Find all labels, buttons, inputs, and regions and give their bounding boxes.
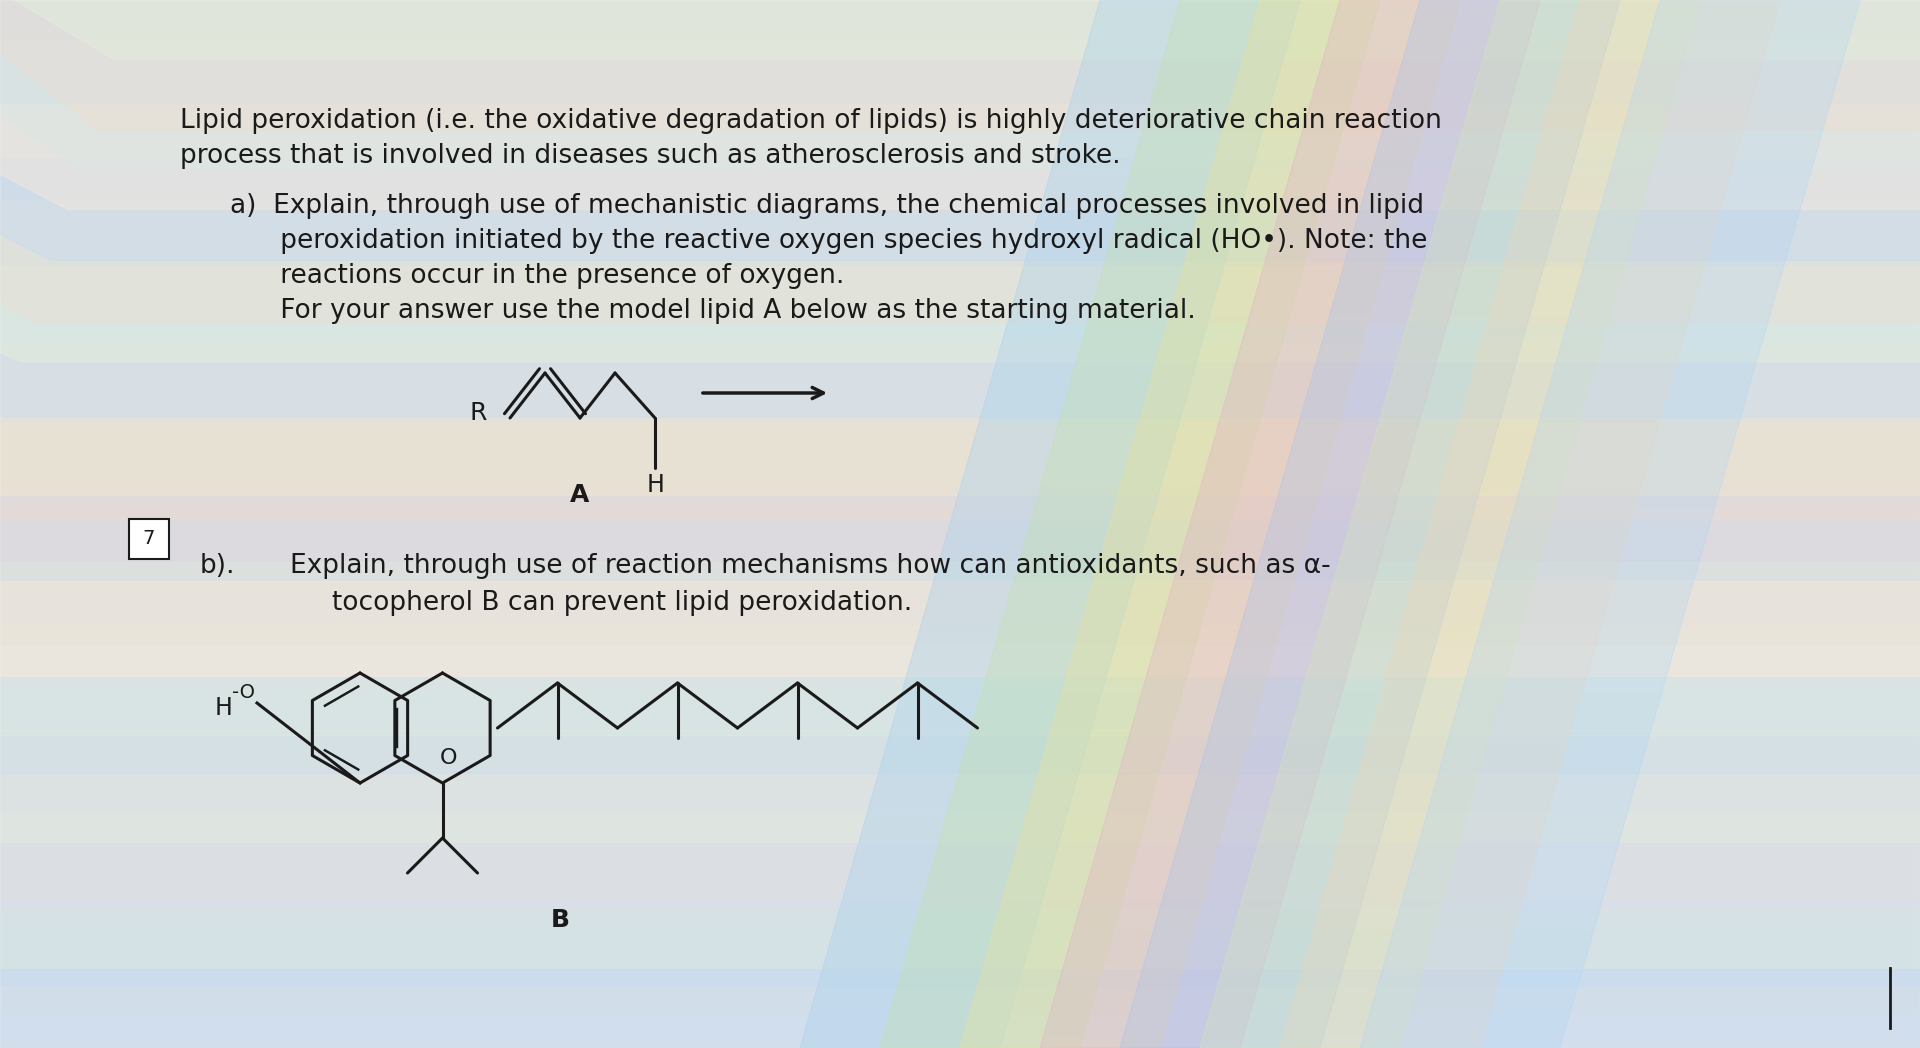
Text: a)  Explain, through use of mechanistic diagrams, the chemical processes involve: a) Explain, through use of mechanistic d… — [230, 193, 1425, 219]
Polygon shape — [801, 0, 1300, 1048]
Text: H: H — [647, 473, 664, 497]
Polygon shape — [960, 0, 1459, 1048]
Polygon shape — [0, 316, 1920, 417]
Polygon shape — [0, 1036, 1920, 1048]
Polygon shape — [1281, 0, 1780, 1048]
Text: peroxidation initiated by the reactive oxygen species hydroxyl radical (HO•). No: peroxidation initiated by the reactive o… — [230, 228, 1427, 254]
Text: For your answer use the model lipid A below as the starting material.: For your answer use the model lipid A be… — [230, 298, 1196, 324]
Text: R: R — [470, 401, 488, 425]
Polygon shape — [0, 508, 1920, 645]
Text: b).: b). — [200, 553, 236, 578]
Polygon shape — [0, 0, 1920, 60]
Text: 7: 7 — [142, 529, 156, 548]
Polygon shape — [0, 40, 1920, 170]
Polygon shape — [1119, 0, 1620, 1048]
Polygon shape — [1200, 0, 1699, 1048]
FancyBboxPatch shape — [129, 519, 169, 559]
Text: H: H — [215, 696, 232, 720]
Polygon shape — [0, 729, 1920, 843]
Polygon shape — [0, 813, 1920, 968]
Text: A: A — [570, 483, 589, 507]
Polygon shape — [0, 769, 1920, 908]
Text: Explain, through use of reaction mechanisms how can antioxidants, such as α-: Explain, through use of reaction mechani… — [290, 553, 1331, 578]
Polygon shape — [0, 201, 1920, 323]
Polygon shape — [0, 105, 1920, 210]
Text: B: B — [551, 908, 570, 932]
Text: -O: -O — [232, 683, 255, 702]
Polygon shape — [0, 267, 1920, 362]
Polygon shape — [0, 343, 1920, 496]
Polygon shape — [0, 582, 1920, 676]
Polygon shape — [0, 487, 1920, 561]
Text: reactions occur in the presence of oxygen.: reactions occur in the presence of oxyge… — [230, 263, 845, 289]
Polygon shape — [1041, 0, 1540, 1048]
Polygon shape — [879, 0, 1380, 1048]
Polygon shape — [0, 900, 1920, 986]
Polygon shape — [0, 1014, 1920, 1048]
Polygon shape — [0, 694, 1920, 773]
Polygon shape — [0, 627, 1920, 736]
Polygon shape — [0, 931, 1920, 1048]
Text: process that is involved in diseases such as atherosclerosis and stroke.: process that is involved in diseases suc… — [180, 143, 1121, 169]
Text: tocopherol B can prevent lipid peroxidation.: tocopherol B can prevent lipid peroxidat… — [290, 590, 912, 616]
Text: Lipid peroxidation (i.e. the oxidative degradation of lipids) is highly deterior: Lipid peroxidation (i.e. the oxidative d… — [180, 108, 1442, 134]
Polygon shape — [0, 424, 1920, 519]
Polygon shape — [0, 159, 1920, 260]
Polygon shape — [1359, 0, 1860, 1048]
Text: O: O — [440, 748, 457, 768]
Polygon shape — [0, 0, 1920, 130]
